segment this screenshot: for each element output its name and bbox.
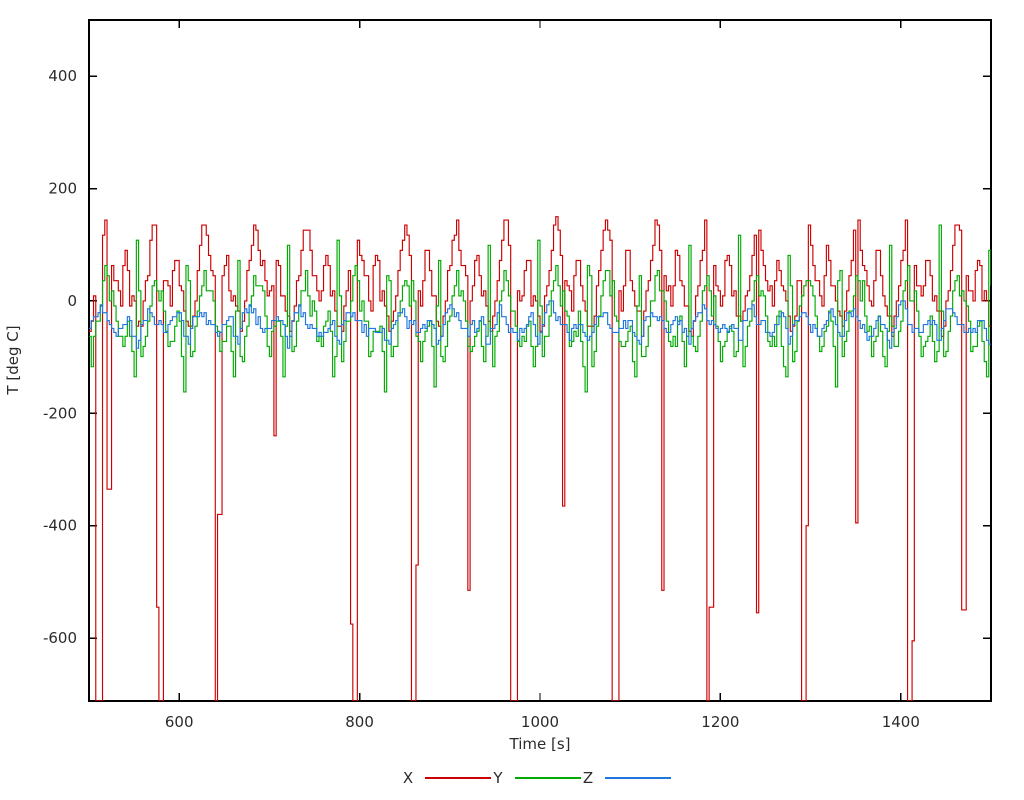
y-axis-tick-labels: 400 200 0 -200 -400 -600 (43, 67, 77, 647)
chart-legend: X Y Z (403, 769, 671, 787)
x-axis-tick-labels: 600 800 1000 1200 1400 (165, 713, 920, 731)
x-tick-label: 1400 (882, 713, 920, 731)
y-tick-label: -200 (43, 404, 77, 422)
x-tick-label: 1000 (521, 713, 559, 731)
x-tick-label: 600 (165, 713, 194, 731)
y-tick-label: -400 (43, 517, 77, 535)
data-series-group (89, 216, 991, 701)
y-axis-label: T [deg C] (4, 325, 22, 395)
x-axis-label: Time [s] (509, 735, 571, 753)
x-tick-label: 1200 (701, 713, 739, 731)
x-axis-ticks (178, 20, 902, 701)
legend-label-z: Z (583, 769, 593, 787)
x-tick-label: 800 (345, 713, 374, 731)
legend-label-y: Y (492, 769, 503, 787)
y-tick-label: 400 (48, 67, 77, 85)
y-tick-label: -600 (43, 629, 77, 647)
y-tick-label: 0 (67, 292, 77, 310)
y-tick-label: 200 (48, 180, 77, 198)
series-line-z (89, 300, 991, 349)
legend-label-x: X (403, 769, 413, 787)
series-line-y (89, 224, 991, 393)
